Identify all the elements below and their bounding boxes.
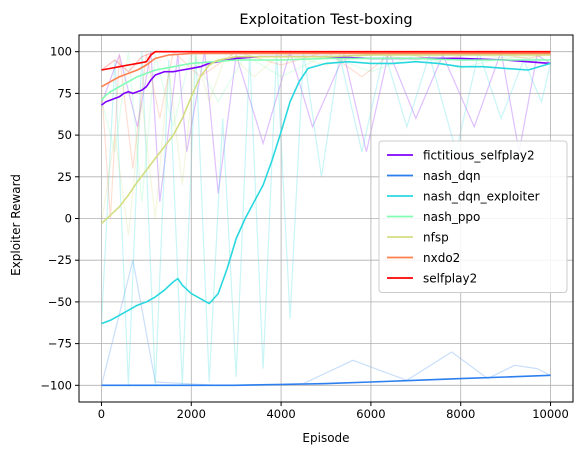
x-tick-label: 0 [98,407,105,421]
y-tick-label: −50 [48,295,72,309]
legend: fictitious_selfplay2 nash_dqn nash_dqn_exp… [378,140,568,293]
raw-line-nash-dqn [100,260,551,386]
x-axis-label: Episode [302,431,349,445]
y-tick-label: 25 [57,170,72,184]
legend-label-nash-ppo: nash_ppo [423,210,480,224]
y-tick-label: −25 [48,253,72,267]
series-line-selfplay2 [101,50,551,71]
legend-label-nxdo2: nxdo2 [423,251,460,265]
legend-box [378,140,568,293]
legend-label-selfplay2: selfplay2 [423,272,477,286]
legend-label-fictitious-selfplay2: fictitious_selfplay2 [423,149,535,163]
ticks-layer: 0 2000 4000 6000 8000 10000 −100 −75 −50 −25 0 25 50… [40,45,568,421]
series-line-nxdo2 [101,52,551,88]
legend-label-nash-dqn: nash_dqn [423,169,481,183]
y-tick-label: 50 [57,128,72,142]
y-tick-label: 75 [57,86,72,100]
chart-title: Exploitation Test-boxing [239,12,412,28]
series-line-nash-ppo [100,57,551,101]
y-tick-label: −75 [48,337,72,351]
legend-label-nfsp: nfsp [423,231,449,245]
raw-line-nash-ppo [100,50,551,202]
series-line-nfsp [100,54,551,225]
raw-line-nash-dqn-exploiter [100,49,552,386]
y-tick-label: −100 [40,378,72,392]
series-line-nash-dqn-exploiter [101,60,551,325]
x-tick-label: 4000 [266,407,295,421]
x-tick-label: 8000 [446,407,475,421]
y-tick-label: 100 [50,45,72,59]
x-tick-label: 2000 [177,407,206,421]
y-axis-label: Exploiter Reward [9,174,23,276]
smoothed-series-layer [100,50,551,387]
x-tick-label: 10000 [532,407,569,421]
y-tick-label: 0 [65,212,72,226]
legend-label-nash-dqn-exploiter: nash_dqn_exploiter [423,190,540,204]
x-tick-label: 6000 [356,407,385,421]
series-line-nash-dqn [101,374,551,387]
